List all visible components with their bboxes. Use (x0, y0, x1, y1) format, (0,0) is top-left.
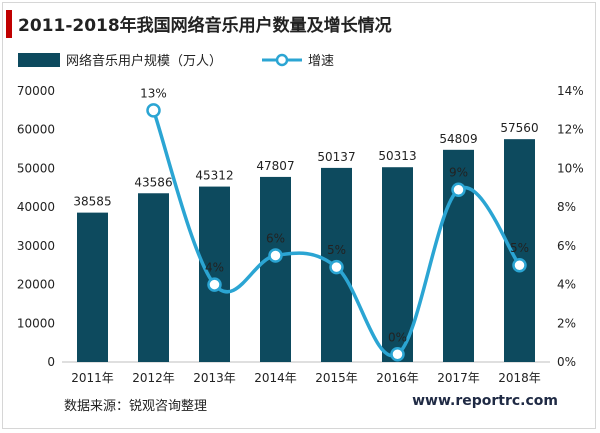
left-axis-tick-label: 40000 (17, 200, 55, 214)
bar-value-label: 54809 (439, 132, 477, 146)
bar-value-label: 50137 (317, 150, 355, 164)
axes: 0 10000 20000 30000 40000 50000 60000 70000 0% 2%… (17, 84, 584, 385)
bar-value-label: 45312 (195, 169, 233, 183)
growth-value-label: 5% (510, 241, 529, 255)
bar (199, 186, 230, 362)
growth-marker (207, 277, 222, 292)
growth-marker (451, 182, 466, 197)
bar (138, 193, 169, 362)
x-axis-tick-label: 2018年 (498, 371, 541, 385)
x-axis-tick-label: 2012年 (132, 371, 175, 385)
bar-value-label: 43586 (134, 175, 172, 189)
bar (443, 149, 474, 362)
bar (382, 167, 413, 362)
legend-label-bar: 网络音乐用户规模（万人） (66, 53, 222, 69)
right-axis-tick-label: 10% (557, 161, 584, 175)
left-axis-tick-label: 60000 (17, 123, 55, 137)
left-axis-tick-label: 30000 (17, 239, 55, 253)
left-axis-tick-label: 50000 (17, 161, 55, 175)
bar (77, 212, 108, 362)
growth-marker (512, 257, 527, 273)
right-axis-tick-label: 0% (557, 355, 576, 369)
growth-value-label: 6% (266, 232, 285, 246)
left-axis-tick-label: 0 (47, 355, 55, 369)
growth-value-label: 4% (205, 261, 224, 275)
legend-label-line: 增速 (308, 54, 334, 69)
left-axis-tick-label: 70000 (17, 84, 55, 98)
growth-value-label: 9% (449, 166, 468, 180)
growth-value-label: 5% (327, 243, 346, 257)
right-axis-tick-label: 2% (557, 316, 576, 330)
website-watermark: www.reportrc.com (412, 393, 558, 409)
growth-marker (146, 103, 161, 118)
right-axis-tick-label: 4% (557, 278, 576, 292)
x-axis-tick-label: 2011年 (71, 371, 114, 385)
right-axis-tick-label: 6% (557, 239, 576, 253)
growth-marker (390, 347, 405, 362)
bar-value-labels: 38585 43586 45312 47807 50137 50313 54809 57560 (73, 121, 538, 208)
title-accent-bar (6, 10, 12, 38)
x-axis-tick-label: 2016年 (376, 371, 419, 385)
legend: 网络音乐用户规模（万人） 增速 (18, 53, 334, 69)
bar (260, 176, 291, 362)
growth-marker (268, 248, 283, 263)
growth-line-series: 13% 4% 6% 5% 0% 9% 5% (140, 86, 529, 362)
bar-value-label: 50313 (378, 149, 416, 163)
legend-swatch-bar (18, 53, 60, 67)
bar-value-label: 47807 (256, 159, 294, 173)
growth-marker (329, 259, 344, 275)
x-axis-tick-label: 2014年 (254, 371, 297, 385)
bar-value-label: 38585 (73, 195, 111, 209)
right-axis-tick-label: 14% (557, 84, 584, 98)
left-axis-tick-label: 20000 (17, 278, 55, 292)
legend-swatch-marker (275, 53, 289, 67)
right-axis-tick-label: 12% (557, 123, 584, 137)
x-axis-tick-label: 2015年 (315, 371, 358, 385)
growth-value-label: 0% (388, 330, 407, 344)
x-axis-tick-label: 2017年 (437, 371, 480, 385)
bar-value-label: 57560 (500, 121, 538, 135)
chart-title: 2011-2018年我国网络音乐用户数量及增长情况 (18, 16, 392, 36)
data-source: 数据来源：锐观咨询整理 (64, 399, 208, 414)
left-axis-tick-label: 10000 (17, 316, 55, 330)
x-axis-tick-label: 2013年 (193, 371, 236, 385)
right-axis-tick-label: 8% (557, 200, 576, 214)
growth-value-label: 13% (140, 86, 167, 100)
